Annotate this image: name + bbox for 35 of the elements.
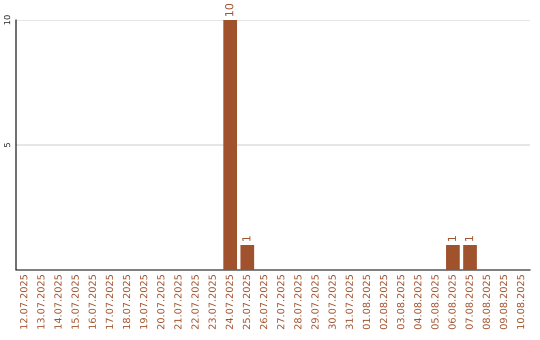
x-tick-label: 31.07.2025: [346, 275, 353, 330]
x-tick-label: 23.07.2025: [208, 275, 216, 330]
x-tick-label: 14.07.2025: [54, 275, 62, 329]
x-tick-label: 02.08.2025: [380, 275, 388, 330]
x-tick-label: 16.07.2025: [88, 275, 96, 329]
x-tick-label: 18.07.2025: [122, 275, 130, 329]
x-tick-label: 05.08.2025: [431, 275, 439, 330]
x-tick-label: 30.07.2025: [328, 275, 336, 330]
x-tick-label: 01.08.2025: [362, 275, 370, 330]
x-tick-label: 09.08.2025: [500, 275, 508, 330]
x-tick-label: 07.08.2025: [466, 275, 473, 330]
x-tick-label: 17.07.2025: [106, 275, 114, 329]
x-tick-label: 21.07.2025: [174, 275, 182, 330]
x-tick-label: 20.07.2025: [157, 275, 164, 330]
x-tick-label: 28.07.2025: [294, 275, 302, 330]
data-label: 1: [242, 236, 250, 241]
x-tick-label: 24.07.2025: [226, 275, 233, 330]
data-label: 10: [224, 4, 234, 16]
x-tick-label: 04.08.2025: [414, 275, 422, 330]
x-tick-label: 15.07.2025: [71, 275, 79, 329]
x-tick-label: 25.07.2025: [242, 275, 250, 330]
x-tick-label: 22.07.2025: [191, 275, 199, 330]
x-tick-label: 29.07.2025: [311, 275, 319, 330]
x-tick-label: 10.08.2025: [516, 275, 524, 329]
x-tick-label: 27.07.2025: [277, 275, 284, 330]
x-tick-label: 08.08.2025: [482, 275, 490, 330]
data-label: 1: [448, 236, 456, 241]
data-label: 1: [465, 236, 474, 241]
x-tick-label: 19.07.2025: [140, 275, 148, 329]
x-tick-label: 12.07.2025: [20, 275, 28, 329]
x-tick-label: 06.08.2025: [448, 275, 456, 330]
x-tick-label: 13.07.2025: [37, 275, 45, 329]
y-tick-label: 5: [4, 143, 10, 148]
x-tick-label: 26.07.2025: [260, 275, 268, 330]
x-tick-label: 03.08.2025: [396, 275, 404, 330]
